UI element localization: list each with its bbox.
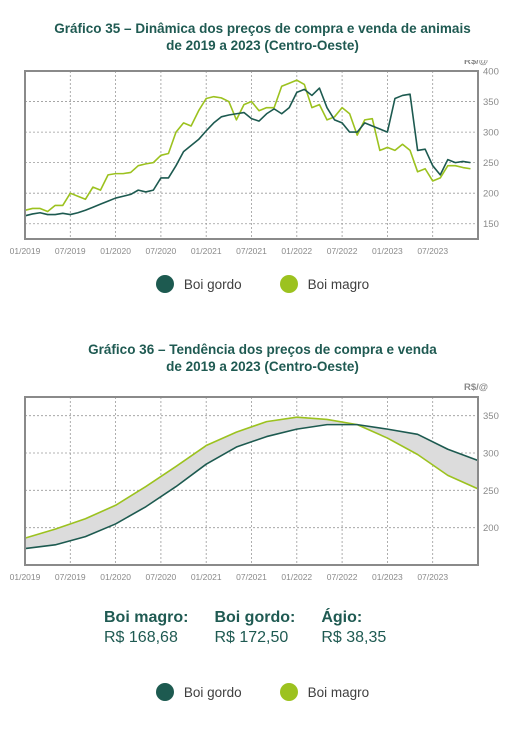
legend-dot-boi-gordo (155, 275, 174, 293)
chart1-unit-label: R$/@ (464, 60, 488, 67)
chart1-ytick-label: 350 (483, 97, 499, 108)
legend-label-boi-magro: Boi magro (307, 276, 370, 292)
chart2-title: Gráfico 36 – Tendência dos preços de com… (0, 341, 525, 375)
chart2-xtick-label: 07/2023 (417, 572, 448, 582)
chart2-ytick-label: 250 (483, 486, 499, 497)
chart1-line-boi-magro (24, 79, 471, 213)
summary-boi-gordo-value: R$ 172,50 (214, 629, 289, 646)
chart1-xtick-label: 01/2020 (100, 246, 131, 256)
chart1-title-line2: de 2019 a 2023 (Centro-Oeste) (166, 38, 359, 53)
chart1-xtick-label: 01/2019 (10, 246, 41, 256)
chart1-xtick-label: 07/2021 (236, 246, 267, 256)
chart2-xtick-label: 01/2022 (281, 572, 312, 582)
legend2-dot-boi-magro (279, 683, 298, 701)
legend2-label-boi-magro: Boi magro (307, 684, 370, 700)
chart2-xtick-label: 01/2021 (191, 572, 222, 582)
chart1-title: Gráfico 35 – Dinâmica dos preços de comp… (0, 20, 525, 54)
chart2-xtick-label: 07/2021 (236, 572, 267, 582)
chart1-ytick-label: 250 (483, 158, 499, 169)
legend2-item-boi-magro: Boi magro (279, 683, 370, 701)
chart1-xtick-label: 07/2023 (417, 246, 448, 256)
chart2-xtick-label: 07/2019 (55, 572, 86, 582)
chart2-line-boi-gordo (24, 423, 479, 550)
chart2-xtick-label: 01/2020 (100, 572, 131, 582)
chart2-ytick-label: 200 (483, 523, 499, 534)
chart1-ytick-label: 300 (483, 128, 499, 139)
summary-boi-gordo: Boi gordo: R$ 172,50 (214, 608, 295, 648)
chart2-spread-band (25, 417, 478, 549)
summary-agio-value: R$ 38,35 (321, 629, 387, 646)
chart2-xtick-label: 07/2020 (146, 572, 177, 582)
summary-boi-magro-label: Boi magro: (104, 609, 189, 626)
chart1-xtick-label: 01/2021 (191, 246, 222, 256)
summary-values: Boi magro: R$ 168,68 Boi gordo: R$ 172,5… (104, 608, 386, 648)
summary-agio: Ágio: R$ 38,35 (321, 608, 386, 648)
chart1-ytick-label: 200 (483, 189, 499, 200)
chart2-unit-label: R$/@ (464, 382, 488, 393)
chart1-xtick-label: 07/2019 (55, 246, 86, 256)
legend-dot-boi-magro (279, 275, 298, 293)
legend2-dot-boi-gordo (155, 683, 174, 701)
chart2-frame (24, 396, 479, 566)
chart1-xtick-label: 07/2020 (146, 246, 177, 256)
chart1-title-line1: Gráfico 35 – Dinâmica dos preços de comp… (54, 21, 471, 36)
chart2-title-line2: de 2019 a 2023 (Centro-Oeste) (166, 359, 359, 374)
summary-agio-label: Ágio: (321, 609, 363, 626)
summary-boi-gordo-label: Boi gordo: (214, 609, 296, 626)
legend-label-boi-gordo: Boi gordo (183, 276, 242, 292)
chart2-ytick-label: 300 (483, 449, 499, 460)
chart1-line-boi-gordo (24, 87, 471, 217)
summary-boi-magro: Boi magro: R$ 168,68 (104, 608, 188, 648)
chart2-xtick-label: 01/2019 (10, 572, 41, 582)
chart1-xtick-label: 07/2022 (327, 246, 358, 256)
legend2-item-boi-gordo: Boi gordo (155, 683, 242, 701)
chart1-ytick-label: 400 (483, 67, 499, 78)
chart2-title-line1: Gráfico 36 – Tendência dos preços de com… (88, 342, 437, 357)
chart1-ytick-label: 150 (483, 219, 499, 230)
chart2-xtick-label: 01/2023 (372, 572, 403, 582)
chart2-ytick-label: 350 (483, 411, 499, 422)
summary-boi-magro-value: R$ 168,68 (104, 629, 178, 646)
chart2-legend: Boi gordo Boi magro (0, 683, 525, 701)
chart2-xtick-label: 07/2022 (327, 572, 358, 582)
chart1-legend: Boi gordo Boi magro (0, 275, 525, 293)
chart1-xtick-label: 01/2023 (372, 246, 403, 256)
chart2-plot: 200 250 300 350 R$/@ 01/2019 07/2019 01/2020 07/… (10, 382, 499, 582)
chart1-frame (24, 70, 479, 240)
legend-item-boi-magro: Boi magro (279, 275, 370, 293)
legend2-label-boi-gordo: Boi gordo (183, 684, 242, 700)
chart1-xtick-label: 01/2022 (281, 246, 312, 256)
legend-item-boi-gordo: Boi gordo (155, 275, 242, 293)
chart2-line-boi-magro (24, 416, 479, 539)
